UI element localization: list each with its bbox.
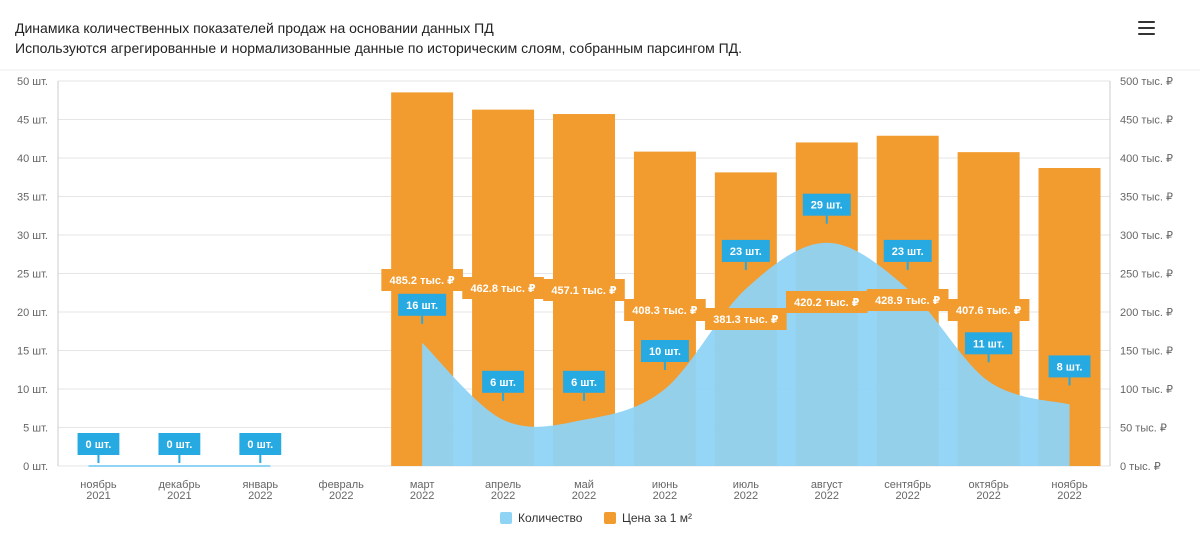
x-tick-label: октябрь xyxy=(969,479,1009,491)
x-tick-label: декабрь xyxy=(158,479,200,491)
y-left-tick-label: 25 шт. xyxy=(17,269,48,281)
x-tick-year-label: 2022 xyxy=(410,490,434,502)
data-label-price: 407.6 тыс. ₽ xyxy=(947,299,1030,321)
legend-label-count: Количество xyxy=(518,511,583,525)
y-left-tick-label: 35 шт. xyxy=(17,192,48,204)
x-tick-label: февраль xyxy=(319,479,365,491)
x-tick-year-label: 2022 xyxy=(734,490,758,502)
y-left-tick-label: 10 шт. xyxy=(17,384,48,396)
y-left-tick-label: 0 шт. xyxy=(23,461,48,473)
data-label-price: 457.1 тыс. ₽ xyxy=(543,279,625,301)
hamburger-menu-icon[interactable] xyxy=(1136,18,1158,38)
y-left-tick-label: 40 шт. xyxy=(17,153,48,165)
data-label-count: 0 шт. xyxy=(158,433,201,463)
y-left-tick-label: 20 шт. xyxy=(17,307,48,319)
x-tick-label: апрель xyxy=(485,479,521,491)
x-tick-year-label: 2022 xyxy=(895,490,919,502)
data-label-count: 23 шт. xyxy=(721,239,770,270)
svg-text:408.3 тыс. ₽: 408.3 тыс. ₽ xyxy=(632,305,698,317)
y-left-tick-label: 30 шт. xyxy=(17,230,48,242)
svg-text:11 шт.: 11 шт. xyxy=(973,338,1004,350)
data-label-price: 485.2 тыс. ₽ xyxy=(381,269,463,291)
data-label-count: 29 шт. xyxy=(802,193,851,224)
y-right-tick-label: 350 тыс. ₽ xyxy=(1120,192,1173,204)
svg-text:462.8 тыс. ₽: 462.8 тыс. ₽ xyxy=(470,283,536,295)
data-label-count: 0 шт. xyxy=(77,433,120,463)
svg-text:29 шт.: 29 шт. xyxy=(811,200,843,212)
data-label-price: 462.8 тыс. ₽ xyxy=(462,277,544,299)
y-left-tick-label: 45 шт. xyxy=(17,115,48,127)
data-label-count: 23 шт. xyxy=(883,239,932,270)
x-tick-label: сентябрь xyxy=(884,479,931,491)
x-tick-year-label: 2021 xyxy=(86,490,110,502)
x-tick-year-label: 2022 xyxy=(815,490,839,502)
svg-text:10 шт.: 10 шт. xyxy=(649,346,681,358)
data-label-count: 6 шт. xyxy=(563,370,605,401)
svg-text:23 шт.: 23 шт. xyxy=(730,246,762,258)
svg-text:420.2 тыс. ₽: 420.2 тыс. ₽ xyxy=(794,297,860,309)
svg-text:407.6 тыс. ₽: 407.6 тыс. ₽ xyxy=(956,305,1022,317)
svg-text:8 шт.: 8 шт. xyxy=(1057,361,1083,373)
y-left-tick-label: 15 шт. xyxy=(17,346,48,358)
svg-text:6 шт.: 6 шт. xyxy=(571,377,597,389)
legend-swatch-price xyxy=(604,512,616,524)
svg-text:428.9 тыс. ₽: 428.9 тыс. ₽ xyxy=(875,295,941,307)
svg-text:16 шт.: 16 шт. xyxy=(406,300,438,312)
x-tick-year-label: 2021 xyxy=(167,490,191,502)
y-right-tick-label: 200 тыс. ₽ xyxy=(1120,307,1173,319)
y-right-tick-label: 50 тыс. ₽ xyxy=(1120,423,1167,435)
x-tick-label: июль xyxy=(733,479,760,491)
svg-text:0 шт.: 0 шт. xyxy=(166,439,192,451)
y-right-tick-label: 300 тыс. ₽ xyxy=(1120,230,1173,242)
data-label-count: 6 шт. xyxy=(482,370,524,401)
data-label-price: 381.3 тыс. ₽ xyxy=(705,308,787,330)
x-tick-year-label: 2022 xyxy=(329,490,353,502)
x-tick-year-label: 2022 xyxy=(491,490,515,502)
chart-subtitle: Используются агрегированные и нормализов… xyxy=(15,40,743,56)
y-left-tick-label: 5 шт. xyxy=(23,423,48,435)
svg-text:6 шт.: 6 шт. xyxy=(490,377,516,389)
svg-text:381.3 тыс. ₽: 381.3 тыс. ₽ xyxy=(713,314,779,326)
svg-text:23 шт.: 23 шт. xyxy=(892,246,924,258)
x-tick-label: май xyxy=(574,479,594,491)
data-label-count: 11 шт. xyxy=(964,332,1013,363)
y-right-tick-label: 400 тыс. ₽ xyxy=(1120,153,1173,165)
x-tick-label: март xyxy=(410,479,435,491)
x-tick-year-label: 2022 xyxy=(1057,490,1081,502)
data-label-price: 428.9 тыс. ₽ xyxy=(866,289,949,311)
data-label-count: 8 шт. xyxy=(1048,355,1091,386)
legend-swatch-count xyxy=(500,512,512,524)
data-label-price: 420.2 тыс. ₽ xyxy=(785,291,868,313)
x-tick-label: июнь xyxy=(652,479,678,491)
svg-text:457.1 тыс. ₽: 457.1 тыс. ₽ xyxy=(551,285,617,297)
x-tick-year-label: 2022 xyxy=(653,490,677,502)
y-right-tick-label: 250 тыс. ₽ xyxy=(1120,269,1173,281)
svg-text:0 шт.: 0 шт. xyxy=(247,439,273,451)
y-right-tick-label: 0 тыс. ₽ xyxy=(1120,461,1161,473)
y-left-tick-label: 50 шт. xyxy=(17,76,48,88)
data-label-price: 408.3 тыс. ₽ xyxy=(624,299,706,321)
x-tick-label: ноябрь xyxy=(1051,479,1088,491)
x-tick-label: январь xyxy=(242,479,278,491)
y-right-tick-label: 450 тыс. ₽ xyxy=(1120,115,1173,127)
data-label-count: 16 шт. xyxy=(398,293,447,324)
x-tick-year-label: 2022 xyxy=(248,490,272,502)
svg-text:485.2 тыс. ₽: 485.2 тыс. ₽ xyxy=(390,275,456,287)
legend-label-price: Цена за 1 м² xyxy=(622,511,692,525)
y-right-tick-label: 500 тыс. ₽ xyxy=(1120,76,1173,88)
x-tick-label: ноябрь xyxy=(80,479,117,491)
data-label-count: 0 шт. xyxy=(239,433,282,463)
x-tick-year-label: 2022 xyxy=(976,490,1000,502)
y-right-tick-label: 100 тыс. ₽ xyxy=(1120,384,1173,396)
x-tick-year-label: 2022 xyxy=(572,490,596,502)
svg-text:0 шт.: 0 шт. xyxy=(86,439,112,451)
chart-title: Динамика количественных показателей прод… xyxy=(15,20,494,36)
x-tick-label: август xyxy=(811,479,843,491)
y-right-tick-label: 150 тыс. ₽ xyxy=(1120,346,1173,358)
data-label-count: 10 шт. xyxy=(640,340,689,370)
